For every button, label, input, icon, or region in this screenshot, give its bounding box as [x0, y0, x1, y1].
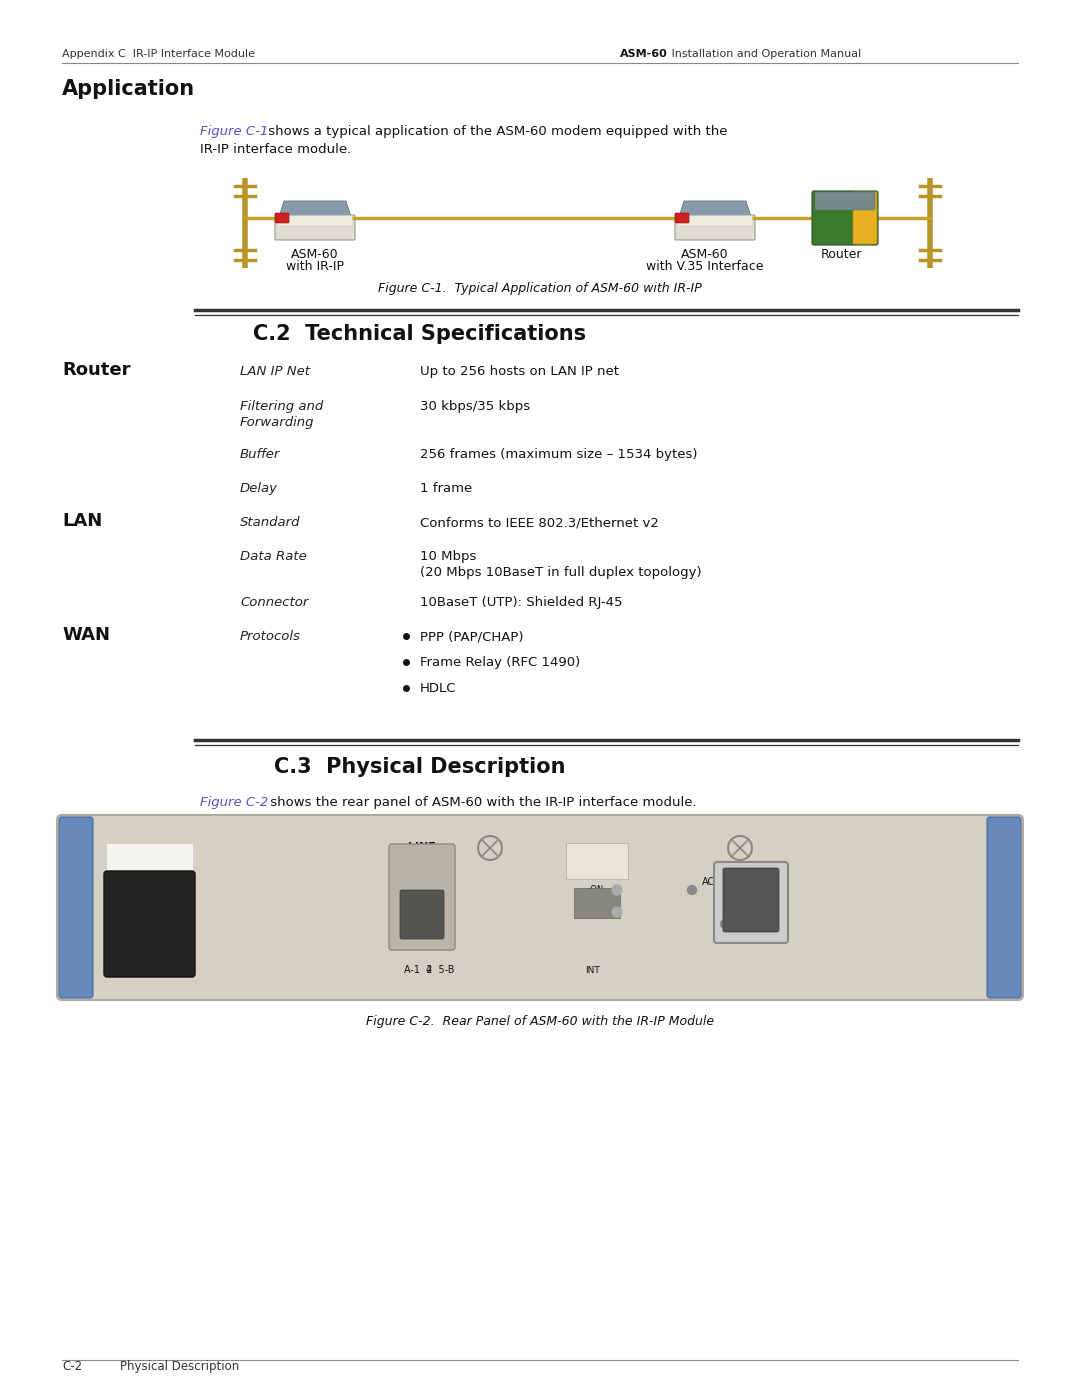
FancyBboxPatch shape: [815, 191, 875, 210]
Text: Router: Router: [62, 360, 131, 379]
FancyBboxPatch shape: [275, 212, 289, 224]
FancyBboxPatch shape: [675, 212, 689, 224]
Text: LINE: LINE: [408, 842, 436, 852]
Text: A-1  2: A-1 2: [404, 965, 432, 975]
Text: Protocols: Protocols: [240, 630, 301, 643]
Text: Figure C-2: Figure C-2: [200, 796, 268, 809]
Text: Connector: Connector: [240, 597, 309, 609]
Polygon shape: [278, 201, 352, 219]
Text: WAN: WAN: [62, 626, 110, 644]
Text: ASM-60: ASM-60: [292, 249, 339, 261]
Text: LAN: LAN: [62, 511, 103, 529]
Text: Forwarding: Forwarding: [240, 416, 314, 429]
FancyBboxPatch shape: [275, 215, 355, 240]
Text: FOR CONTINUED: FOR CONTINUED: [131, 849, 167, 854]
Text: 4  5-B: 4 5-B: [426, 965, 455, 975]
Text: 10BASE-T: 10BASE-T: [573, 845, 621, 854]
Text: Router: Router: [821, 249, 863, 261]
Text: Conforms to IEEE 802.3/Ethernet v2: Conforms to IEEE 802.3/Ethernet v2: [420, 515, 659, 529]
Text: LAN IP Net: LAN IP Net: [240, 365, 310, 379]
Circle shape: [612, 907, 622, 916]
Text: Frame Relay (RFC 1490): Frame Relay (RFC 1490): [420, 657, 580, 669]
Text: FIRE, REPLACE ONLY WITH SAME: FIRE, REPLACE ONLY WITH SAME: [113, 861, 185, 865]
Text: ▿ON: ▿ON: [588, 886, 604, 894]
Text: 10BaseT (UTP): Shielded RJ-45: 10BaseT (UTP): Shielded RJ-45: [420, 597, 622, 609]
FancyBboxPatch shape: [278, 215, 352, 226]
FancyBboxPatch shape: [57, 814, 1023, 1000]
Text: Delay: Delay: [240, 482, 278, 495]
Text: shows the rear panel of ASM-60 with the IR-IP interface module.: shows the rear panel of ASM-60 with the …: [266, 796, 697, 809]
Text: ASM-60: ASM-60: [620, 49, 667, 59]
Text: with IR-IP: with IR-IP: [286, 260, 345, 272]
Text: ASM-60: ASM-60: [681, 249, 729, 261]
Text: Standard: Standard: [240, 515, 300, 529]
FancyBboxPatch shape: [714, 862, 788, 943]
Text: Data Rate: Data Rate: [240, 550, 307, 563]
FancyBboxPatch shape: [106, 842, 193, 873]
Text: Appendix C  IR-IP Interface Module: Appendix C IR-IP Interface Module: [62, 49, 255, 59]
Text: Physical Description: Physical Description: [120, 1361, 240, 1373]
Text: HDLC: HDLC: [420, 682, 457, 694]
Text: C.3  Physical Description: C.3 Physical Description: [274, 757, 566, 777]
FancyBboxPatch shape: [104, 870, 195, 977]
FancyBboxPatch shape: [566, 842, 627, 879]
Text: with V.35 Interface: with V.35 Interface: [646, 260, 764, 272]
FancyBboxPatch shape: [723, 868, 779, 932]
Text: INT: INT: [584, 965, 599, 975]
FancyBboxPatch shape: [853, 191, 877, 244]
Text: C-2: C-2: [62, 1361, 82, 1373]
Text: IR-IP: IR-IP: [585, 855, 609, 863]
Text: Application: Application: [62, 80, 195, 99]
Text: Installation and Operation Manual: Installation and Operation Manual: [669, 49, 861, 59]
Circle shape: [612, 886, 622, 895]
Text: Filtering and: Filtering and: [240, 400, 323, 414]
Circle shape: [720, 919, 729, 929]
Text: shows a typical application of the ASM-60 modem equipped with the: shows a typical application of the ASM-6…: [264, 124, 728, 138]
Text: 30 kbps/35 kbps: 30 kbps/35 kbps: [420, 400, 530, 414]
Text: Figure C-1: Figure C-1: [200, 124, 268, 138]
Text: PROTECTION AGAINST: PROTECTION AGAINST: [125, 855, 173, 859]
Text: 256 frames (maximum size – 1534 bytes): 256 frames (maximum size – 1534 bytes): [420, 448, 698, 461]
Text: Figure C-1.  Typical Application of ASM-60 with IR-IP: Figure C-1. Typical Application of ASM-6…: [378, 282, 702, 295]
Circle shape: [478, 835, 502, 861]
FancyBboxPatch shape: [677, 215, 753, 226]
Text: C.2  Technical Specifications: C.2 Technical Specifications: [254, 324, 586, 344]
Text: IR-IP interface module.: IR-IP interface module.: [200, 142, 351, 156]
Text: CAUTION: CAUTION: [139, 844, 159, 848]
Text: PPP (PAP/CHAP): PPP (PAP/CHAP): [420, 630, 524, 643]
FancyBboxPatch shape: [59, 817, 93, 997]
Polygon shape: [678, 201, 752, 219]
FancyBboxPatch shape: [389, 844, 455, 950]
Text: 1 frame: 1 frame: [420, 482, 472, 495]
Circle shape: [728, 835, 752, 861]
Text: Buffer: Buffer: [240, 448, 281, 461]
FancyBboxPatch shape: [812, 191, 878, 244]
Circle shape: [688, 886, 697, 894]
Text: Figure C-2.  Rear Panel of ASM-60 with the IR-IP Module: Figure C-2. Rear Panel of ASM-60 with th…: [366, 1016, 714, 1028]
Text: ERR: ERR: [727, 909, 747, 921]
Text: TYPE AND RATING OF FUSE: TYPE AND RATING OF FUSE: [120, 866, 178, 870]
FancyBboxPatch shape: [400, 890, 444, 939]
Text: Up to 256 hosts on LAN IP net: Up to 256 hosts on LAN IP net: [420, 365, 619, 379]
FancyBboxPatch shape: [573, 888, 620, 918]
Text: 10 Mbps: 10 Mbps: [420, 550, 476, 563]
FancyBboxPatch shape: [987, 817, 1021, 997]
FancyBboxPatch shape: [675, 215, 755, 240]
Text: (20 Mbps 10BaseT in full duplex topology): (20 Mbps 10BaseT in full duplex topology…: [420, 566, 702, 578]
Text: ACT: ACT: [702, 877, 721, 887]
